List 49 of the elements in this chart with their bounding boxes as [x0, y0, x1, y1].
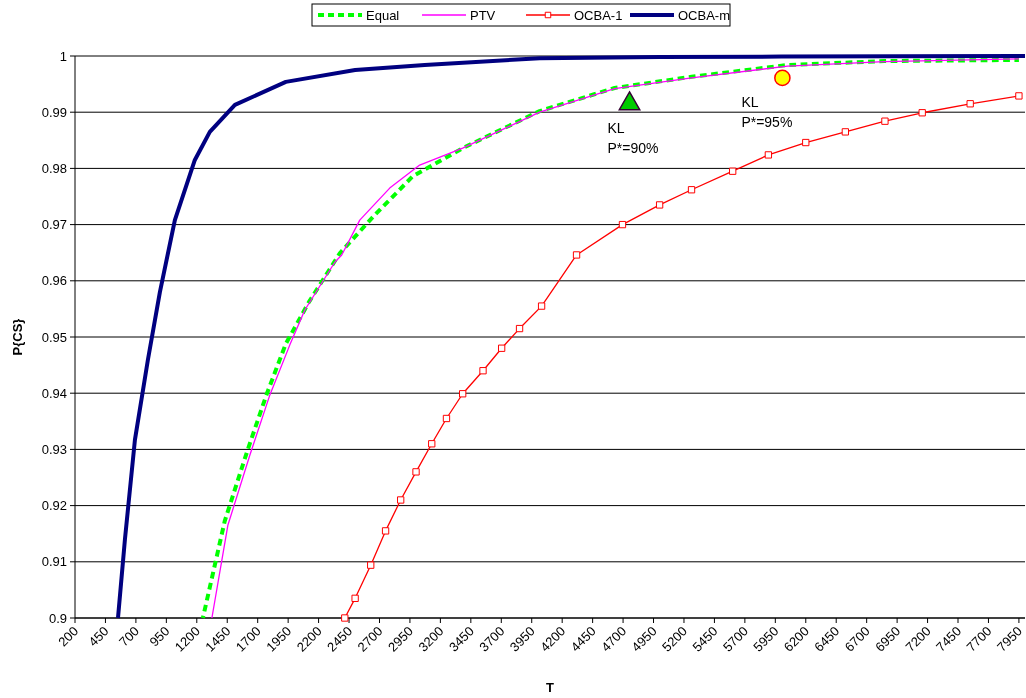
point [841, 128, 850, 136]
point [764, 151, 773, 159]
point [537, 302, 546, 310]
point [966, 100, 974, 108]
y-tick-label: 0.91 [41, 554, 67, 570]
y-tick-label: 0.95 [41, 329, 67, 345]
point [774, 69, 791, 87]
point [442, 414, 451, 423]
point [428, 440, 436, 448]
point [397, 496, 405, 504]
legend-label: PTV [470, 7, 496, 23]
y-tick-label: 0.97 [41, 217, 67, 233]
x-tick-label: 450 [85, 623, 112, 650]
y-tick-label: 0.9 [48, 610, 67, 626]
point [479, 367, 487, 375]
point [802, 138, 810, 147]
point [459, 390, 467, 398]
y-tick-label: 0.92 [41, 498, 67, 514]
annotation: KL P*=90% [607, 119, 659, 156]
x-axis-title: T [546, 680, 555, 695]
point [497, 344, 506, 352]
point [412, 468, 420, 476]
point [351, 594, 359, 602]
point [381, 527, 390, 535]
y-axis-title: P{CS} [10, 318, 25, 356]
y-tick-label: 0.94 [41, 385, 67, 401]
legend-label: Equal [366, 7, 400, 23]
y-tick-label: 1 [59, 48, 67, 64]
point [729, 167, 737, 175]
point [687, 186, 696, 194]
x-tick-label: 950 [146, 623, 173, 650]
point [618, 220, 627, 229]
point [1015, 92, 1023, 100]
y-tick-label: 0.93 [41, 441, 67, 457]
x-tick-label: 200 [55, 623, 82, 650]
point [572, 251, 581, 259]
point [918, 109, 926, 117]
x-tick-label: 700 [116, 623, 143, 650]
legend-label: OCBA-m [678, 7, 730, 23]
point [655, 201, 664, 209]
point [515, 324, 524, 333]
point [367, 561, 375, 569]
y-tick-label: 0.98 [41, 160, 67, 176]
annotation: KL P*=95% [741, 93, 793, 130]
y-tick-label: 0.99 [41, 104, 67, 120]
point [881, 117, 889, 125]
point [341, 614, 349, 622]
y-tick-label: 0.96 [41, 273, 67, 289]
legend-label: OCBA-1 [574, 7, 623, 23]
